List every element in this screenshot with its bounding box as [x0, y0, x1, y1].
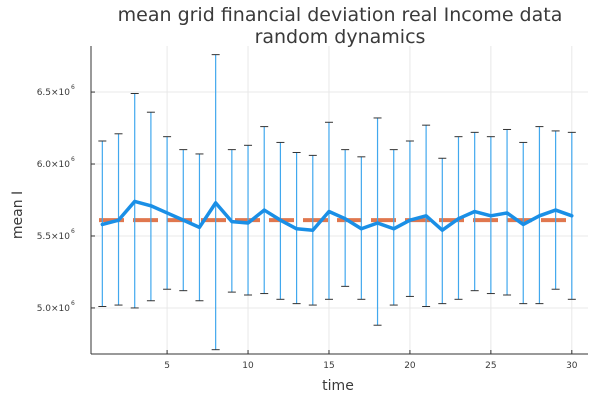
- y-tick-label: 6.0×10: [37, 160, 71, 170]
- mean-point: [457, 217, 460, 220]
- mean-point: [554, 208, 557, 212]
- mean-point: [376, 221, 379, 225]
- mean-point: [263, 208, 266, 212]
- mean-point: [214, 201, 217, 205]
- mean-point: [441, 229, 444, 232]
- x-tick-label: 15: [323, 361, 334, 371]
- mean-point: [522, 223, 525, 226]
- mean-point: [570, 214, 574, 218]
- chart-title-line1: mean grid financial deviation real Incom…: [118, 4, 563, 26]
- mean-point: [101, 223, 104, 226]
- y-tick-exponent: 6: [71, 156, 75, 163]
- y-tick-exponent: 6: [71, 228, 75, 235]
- x-tick-label: 30: [566, 361, 578, 371]
- y-tick-exponent: 6: [71, 84, 75, 91]
- x-tick-label: 10: [242, 361, 254, 371]
- mean-point: [133, 200, 136, 203]
- y-tick-label: 5.0×10: [37, 304, 71, 314]
- mean-point: [538, 214, 541, 218]
- mean-point: [473, 210, 476, 213]
- x-tick-label: 20: [404, 361, 416, 371]
- mean-point: [246, 221, 250, 225]
- mean-point: [392, 227, 395, 230]
- mean-point: [360, 227, 363, 230]
- error-bars-layer: [98, 54, 576, 351]
- mean-point: [424, 214, 428, 218]
- mean-point: [230, 220, 234, 223]
- mean-point: [198, 226, 201, 229]
- y-tick-exponent: 6: [71, 300, 75, 307]
- mean-point: [311, 229, 314, 232]
- mean-point: [327, 210, 331, 213]
- mean-point: [165, 211, 169, 215]
- chart-title-line2: random dynamics: [255, 26, 426, 48]
- mean-point: [149, 204, 153, 207]
- mean-line: [100, 199, 574, 232]
- y-tick-label: 5.5×10: [37, 232, 71, 242]
- mean-point: [489, 214, 493, 218]
- mean-point: [408, 218, 412, 222]
- mean-point: [295, 227, 298, 230]
- grid-layer: [91, 46, 588, 354]
- mean-point: [117, 218, 120, 222]
- mean-point: [505, 211, 509, 215]
- y-axis-label: mean I: [10, 191, 26, 239]
- x-tick-label: 5: [164, 361, 170, 371]
- mean-line-layer: [100, 199, 574, 232]
- mean-point: [182, 218, 185, 222]
- mean-point: [279, 218, 282, 222]
- x-axis-label: time: [322, 378, 354, 394]
- mean-point: [343, 217, 347, 220]
- x-tick-label: 25: [485, 361, 496, 371]
- y-tick-label: 6.5×10: [37, 88, 71, 98]
